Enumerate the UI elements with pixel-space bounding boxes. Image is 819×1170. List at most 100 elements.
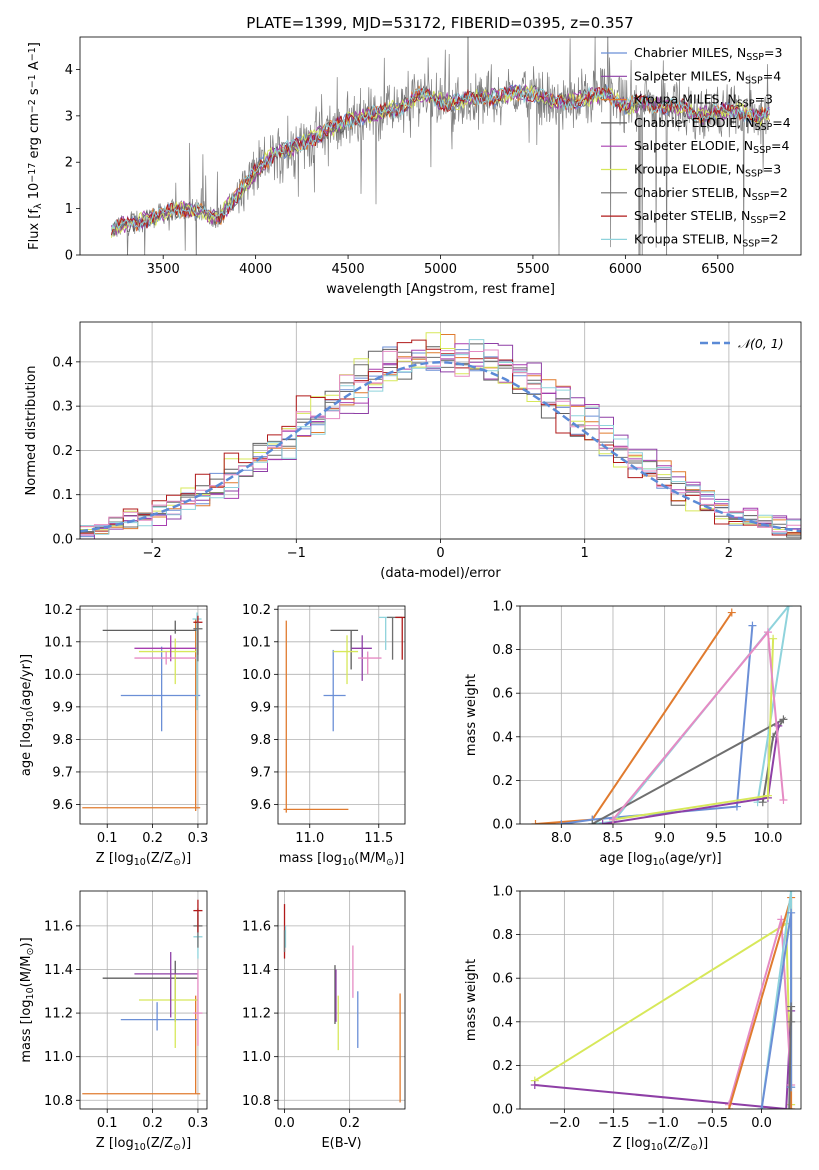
y-tick-label: 0 <box>65 249 73 264</box>
label-part: =3 <box>763 162 781 177</box>
label-part: age [ <box>19 743 34 776</box>
y-axis-label: mass [log10(M/M⊙)] <box>19 937 36 1062</box>
label-part: SSP <box>754 121 772 132</box>
x-axis-label: wavelength [Angstrom, rest frame] <box>326 282 555 297</box>
label-part: log <box>114 1136 134 1151</box>
label-part: 10 <box>134 857 146 868</box>
y-tick-label: 9.7 <box>250 765 271 780</box>
legend-entry: Salpeter STELIB, NSSP=2 <box>634 208 787 226</box>
y-tick-label: 10.8 <box>44 1094 73 1109</box>
normal-curve <box>80 361 801 533</box>
y-tick-label: 0.0 <box>492 818 513 833</box>
x-tick-label: 0.1 <box>97 1116 118 1131</box>
label-part: Salpeter ELODIE, N <box>634 138 753 153</box>
data-point-marker <box>784 606 793 610</box>
x-axis-label: E(B-V) <box>321 1136 361 1151</box>
data-point-marker <box>757 1105 766 1109</box>
x-axis-label: Z [log10(Z/Z⊙)] <box>96 1136 191 1153</box>
data-point-marker <box>787 1017 796 1026</box>
label-part: log <box>322 851 342 866</box>
data-point-marker <box>782 1105 791 1109</box>
label-part: 10 <box>134 1142 146 1153</box>
x-tick-label: 11.0 <box>295 831 324 846</box>
model-spectrum-line <box>110 86 770 233</box>
data-point-marker <box>787 891 796 895</box>
label-part: Chabrier STELIB, N <box>634 185 752 200</box>
y-axis-label: age [log10(age/yr)] <box>19 654 36 776</box>
x-tick-label: 4500 <box>332 262 365 277</box>
label-part: Z [ <box>613 1136 631 1151</box>
data-point-marker <box>608 815 617 824</box>
plot-area <box>80 332 801 539</box>
y-axis-label: mass weight <box>464 959 479 1041</box>
x-axis-label: age [log10(age/yr)] <box>599 851 721 868</box>
plot-area <box>82 899 203 1095</box>
x-tick-label: 10.0 <box>753 831 782 846</box>
y-axis-label: Flux [fλ 10−17 erg cm−2 s−1 A−1] <box>27 42 44 250</box>
label-part: )] <box>698 1136 708 1151</box>
mass-weight-line <box>535 611 733 824</box>
x-tick-label: −2.0 <box>549 1116 581 1131</box>
label-part: (Z/Z <box>146 1136 173 1151</box>
x-tick-label: −1.0 <box>647 1116 679 1131</box>
y-tick-label: 0.0 <box>492 1103 513 1118</box>
label-part: )] <box>19 937 34 947</box>
y-tick-label: 10.8 <box>242 1094 271 1109</box>
figure-title: PLATE=1399, MJD=53172, FIBERID=0395, z=0… <box>246 14 633 32</box>
legend-entry: Salpeter ELODIE, NSSP=4 <box>634 138 789 156</box>
data-point-marker <box>787 1083 796 1092</box>
plot-area <box>82 612 203 811</box>
label-part: log <box>19 723 34 743</box>
label-part: SSP <box>745 75 763 86</box>
mass-weight-line <box>728 897 793 1109</box>
y-tick-label: 0.2 <box>492 1059 513 1074</box>
plot-area <box>530 891 796 1109</box>
axes-frame <box>277 890 406 1110</box>
label-part: Z [ <box>96 851 114 866</box>
mass-weight-vs-age-panel: 8.0 8.5 9.0 9.5 10.0 0.0 0.2 0.4 0.6 0.8 1.0 age [l… <box>464 600 802 868</box>
label-part: =2 <box>769 185 787 200</box>
y-tick-label: 4 <box>65 63 73 78</box>
legend-entry: Chabrier STELIB, NSSP=2 <box>634 185 788 203</box>
y-tick-label: 11.0 <box>242 1050 271 1065</box>
label-part: A <box>27 61 42 74</box>
data-point-marker <box>763 628 772 637</box>
label-part: (Z/Z <box>663 1136 690 1151</box>
label-part: log <box>633 851 653 866</box>
y-tick-label: 0.0 <box>52 533 73 548</box>
label-part: Chabrier MILES, N <box>634 45 746 60</box>
label-part: ⊙ <box>173 1142 181 1153</box>
data-point-marker <box>598 820 607 824</box>
data-point-marker <box>787 908 796 917</box>
axes-frame <box>519 890 802 1110</box>
x-tick-label: 2 <box>725 546 733 561</box>
histogram-step-line <box>80 349 801 533</box>
x-axis-label: Z [log10(Z/Z⊙)] <box>96 851 191 868</box>
y-tick-label: 10.1 <box>44 635 73 650</box>
age-vs-Z-panel: 0.1 0.2 0.39.69.79.89.910.010.110.2Z [log1… <box>19 603 208 868</box>
y-tick-label: 2 <box>65 156 73 171</box>
y-tick-label: 0.8 <box>492 643 513 658</box>
x-tick-label: 8.5 <box>603 831 624 846</box>
data-point-marker <box>785 1105 794 1109</box>
x-tick-label: −1.5 <box>598 1116 630 1131</box>
x-tick-label: 9.0 <box>654 831 675 846</box>
label-part: ] <box>27 42 42 47</box>
plot-area <box>531 606 793 824</box>
label-part: (M/M <box>354 851 386 866</box>
y-tick-label: 0.6 <box>492 687 513 702</box>
x-tick-label: 5000 <box>424 262 457 277</box>
mass-weight-line <box>561 625 754 824</box>
x-tick-label: 0.0 <box>751 1116 772 1131</box>
label-part: 10 <box>27 183 42 200</box>
axes-frame <box>277 605 406 825</box>
x-tick-label: 0.3 <box>188 831 209 846</box>
legend-entry: Chabrier MILES, NSSP=3 <box>634 45 782 63</box>
label-part: −1 <box>27 74 38 88</box>
label-part: mass weight <box>464 959 479 1041</box>
y-tick-label: 0.2 <box>492 774 513 789</box>
y-tick-label: 0.8 <box>492 928 513 943</box>
label-part: Flux [f <box>27 209 42 250</box>
label-part: SSP <box>746 52 764 63</box>
